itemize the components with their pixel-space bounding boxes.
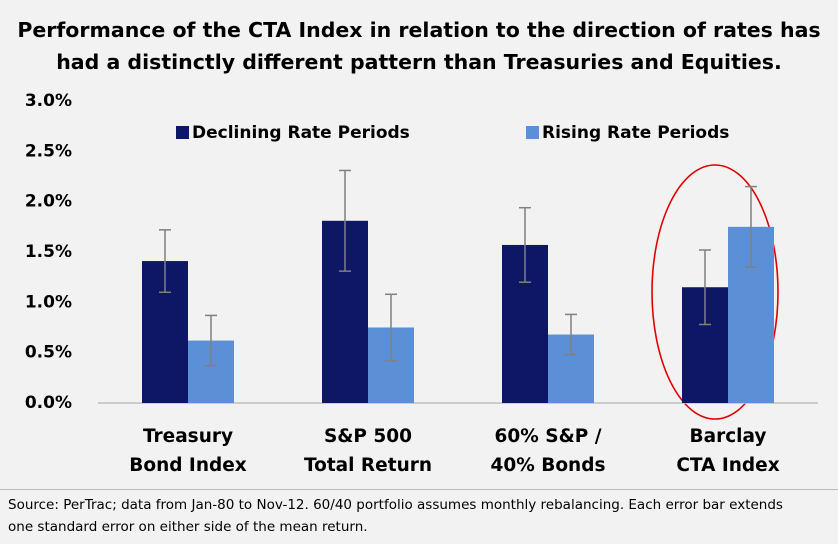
y-tick-label: 0.5% [25,343,72,363]
y-tick-label: 0.0% [25,393,72,413]
x-tick-label: Barclay [690,426,767,447]
x-tick-label: Treasury [143,426,233,447]
y-tick-label: 2.0% [25,192,72,212]
x-tick-label: 40% Bonds [491,455,606,476]
x-tick-label: Bond Index [129,455,247,476]
chart-title: Performance of the CTA Index in relation… [17,18,821,74]
chart: 0.0% 0.5% 1.0% 1.5% 2.0% 2.5% 3.0% Treasury Bond… [25,91,818,476]
highlight-ellipse [651,164,779,420]
x-tick-label: 60% S&P / [495,426,602,447]
x-tick-label: Total Return [304,455,432,476]
legend-swatch [176,126,189,139]
legend-label: Rising Rate Periods [542,123,729,143]
y-tick-label: 2.5% [25,141,72,161]
x-tick-label: CTA Index [676,455,779,476]
x-tick-label: S&P 500 [324,426,412,447]
divider [0,489,838,490]
legend-label: Declining Rate Periods [192,123,410,143]
y-tick-label: 3.0% [25,91,72,111]
footnote: Source: PerTrac; data from Jan-80 to Nov… [8,497,783,535]
legend-swatch [526,126,539,139]
y-tick-label: 1.0% [25,292,72,312]
y-tick-label: 1.5% [25,242,72,262]
